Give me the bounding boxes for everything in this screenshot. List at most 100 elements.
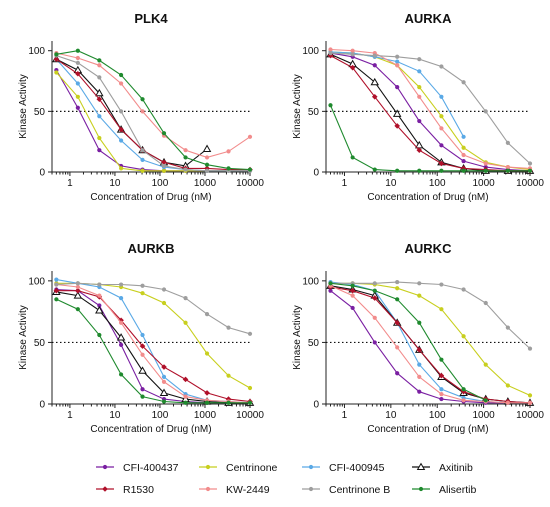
data-point xyxy=(226,373,231,378)
y-axis-label: Kinase Activity xyxy=(292,74,303,138)
data-point xyxy=(95,88,104,97)
data-point xyxy=(118,372,124,377)
data-point xyxy=(439,126,444,131)
y-tick-label: 0 xyxy=(313,400,319,411)
legend-item: Alisertib xyxy=(412,484,477,496)
data-point xyxy=(350,155,355,160)
x-tick-label: 10 xyxy=(385,178,397,189)
data-point xyxy=(97,332,102,338)
series-line xyxy=(330,51,531,171)
data-point xyxy=(247,167,253,172)
data-point xyxy=(417,293,422,298)
data-point xyxy=(183,148,188,153)
x-axis-label: Concentration of Drug (nM) xyxy=(367,192,488,203)
x-axis-label: Concentration of Drug (nM) xyxy=(367,424,488,435)
data-point xyxy=(140,97,145,102)
legend-marker xyxy=(416,462,426,471)
y-tick-label: 50 xyxy=(308,338,320,349)
series-r1530 xyxy=(53,287,253,405)
data-point xyxy=(483,300,488,306)
series-line xyxy=(56,288,250,404)
series-line xyxy=(330,52,531,172)
data-point xyxy=(438,160,445,167)
data-point xyxy=(417,69,422,74)
data-point xyxy=(395,168,400,173)
data-point xyxy=(328,288,333,293)
data-point xyxy=(439,143,444,148)
series-cfi-400437 xyxy=(328,288,533,405)
data-point xyxy=(75,284,80,290)
data-point xyxy=(461,334,466,339)
data-point xyxy=(372,340,377,345)
data-point xyxy=(183,167,188,172)
series-kw-2449 xyxy=(54,51,253,160)
series-centrinone-b xyxy=(54,281,253,336)
legend-label: R1530 xyxy=(123,484,154,496)
chart-title: PLK4 xyxy=(134,11,168,26)
data-point xyxy=(527,400,533,405)
data-point xyxy=(118,72,124,78)
x-axis-label: Concentration of Drug (nM) xyxy=(90,424,211,435)
series-line xyxy=(330,282,486,401)
data-point xyxy=(417,57,422,62)
data-point xyxy=(372,288,377,293)
x-tick-label: 100 xyxy=(429,410,446,421)
data-point xyxy=(461,152,466,158)
data-point xyxy=(97,303,102,308)
y-tick-label: 100 xyxy=(28,46,45,57)
data-point xyxy=(395,59,400,64)
data-point xyxy=(97,63,102,68)
data-point xyxy=(140,109,145,114)
legend-label: Alisertib xyxy=(439,484,477,496)
chart-panel-aurka: AURKA 0 50 100 1 10 100 1000 10000 Concentration … xyxy=(292,11,544,203)
series-cfi-400945 xyxy=(54,57,253,173)
x-tick-label: 1 xyxy=(342,178,348,189)
data-point xyxy=(118,295,124,301)
data-point xyxy=(461,398,466,403)
data-point xyxy=(328,281,333,286)
data-point xyxy=(394,123,400,129)
series-line xyxy=(330,285,530,404)
data-point xyxy=(75,70,81,77)
data-point xyxy=(247,400,253,405)
chart-title: AURKC xyxy=(405,241,453,256)
y-tick-label: 100 xyxy=(302,46,319,57)
data-point xyxy=(372,63,377,68)
series-line xyxy=(56,58,250,171)
legend-item: CFI-400437 xyxy=(96,462,179,474)
data-point xyxy=(204,155,210,160)
chart-title: AURKA xyxy=(405,11,453,26)
x-tick-label: 10000 xyxy=(236,178,264,189)
y-tick-label: 100 xyxy=(302,276,319,287)
data-point xyxy=(527,161,533,166)
data-point xyxy=(226,149,231,154)
data-point xyxy=(328,103,333,108)
data-point xyxy=(439,357,444,362)
data-point xyxy=(75,48,80,53)
series-line xyxy=(56,55,250,172)
data-point xyxy=(118,342,124,347)
data-point xyxy=(75,307,80,312)
series-r1530 xyxy=(53,56,253,173)
data-point xyxy=(54,282,59,287)
data-point xyxy=(461,158,466,164)
data-point xyxy=(118,320,124,325)
data-point xyxy=(161,364,167,370)
data-point xyxy=(161,168,167,173)
data-point xyxy=(204,400,210,405)
data-point xyxy=(395,371,400,376)
series-axitinib xyxy=(52,287,255,406)
series-centrinone-b xyxy=(54,53,253,173)
series-line xyxy=(330,290,530,404)
data-point xyxy=(118,317,124,324)
data-point xyxy=(226,400,231,405)
legend-marker xyxy=(205,464,211,470)
data-point xyxy=(140,283,145,288)
legend-label: Axitinib xyxy=(439,462,473,474)
data-point xyxy=(225,396,232,402)
data-point xyxy=(439,114,444,119)
series-kw-2449 xyxy=(54,282,253,405)
x-tick-label: 10000 xyxy=(516,410,544,421)
data-point xyxy=(97,114,102,119)
